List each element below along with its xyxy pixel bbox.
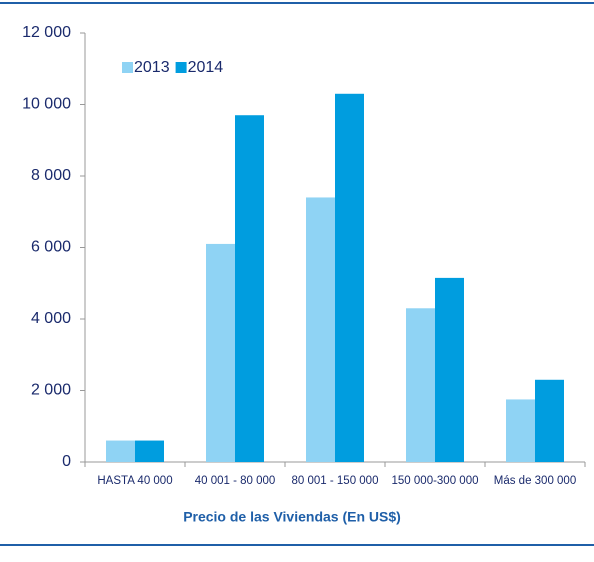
bar xyxy=(435,277,464,462)
y-tick-label: 6 000 xyxy=(31,239,71,256)
bar xyxy=(235,115,264,462)
y-tick-label: 2 000 xyxy=(31,382,71,399)
legend-swatch xyxy=(122,62,133,73)
bar xyxy=(506,399,535,462)
bar xyxy=(406,308,435,462)
bar xyxy=(206,243,235,462)
y-tick-label: 4 000 xyxy=(31,310,71,327)
x-tick-label: HASTA 40 000 xyxy=(97,475,172,487)
bar xyxy=(535,379,564,462)
y-tick-label: 10 000 xyxy=(22,96,71,113)
bar xyxy=(306,197,335,462)
x-tick-label: 40 001 - 80 000 xyxy=(195,475,276,487)
legend-label: 2014 xyxy=(188,59,224,76)
bar xyxy=(106,440,135,462)
legend-label: 2013 xyxy=(134,59,170,76)
bar xyxy=(335,93,364,463)
y-tick-label: 0 xyxy=(62,453,71,470)
x-tick-label: 80 001 - 150 000 xyxy=(292,475,379,487)
y-tick-label: 8 000 xyxy=(31,167,71,184)
x-axis-title: Precio de las Viviendas (En US$) xyxy=(183,509,401,525)
x-tick-label: 150 000-300 000 xyxy=(392,475,479,487)
x-tick-label: Más de 300 000 xyxy=(494,475,576,487)
y-tick-label: 12 000 xyxy=(22,24,71,41)
legend-swatch xyxy=(175,62,187,73)
bar xyxy=(135,440,164,462)
